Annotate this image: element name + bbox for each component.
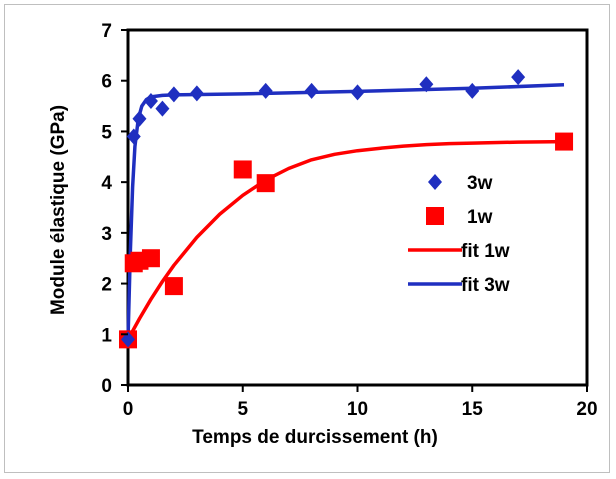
chart-frame [4, 4, 610, 473]
legend-marker-square [426, 207, 444, 225]
data-point-3w [419, 76, 434, 93]
y-tick-label: 5 [101, 122, 112, 143]
y-tick-label: 0 [101, 376, 112, 397]
y-tick-label: 3 [101, 224, 112, 245]
legend: 3w 1w fit 1w fit 3w [408, 173, 510, 296]
data-markers [119, 69, 574, 349]
y-tick-label: 2 [101, 275, 112, 296]
data-point-1w [141, 249, 160, 268]
y-tick-label: 4 [101, 173, 112, 194]
data-point-3w [166, 86, 181, 103]
x-tick-label: 5 [237, 399, 248, 420]
data-point-3w [304, 82, 319, 99]
data-point-1w [233, 160, 252, 179]
data-point-1w [164, 277, 183, 296]
series-line-fit-3w [126, 83, 565, 340]
x-axis-ticks: 0 5 10 15 20 [123, 385, 598, 420]
data-point-3w [511, 69, 526, 86]
legend-marker-diamond [428, 174, 442, 190]
legend-label: fit 1w [461, 241, 510, 262]
x-tick-label: 10 [347, 399, 368, 420]
data-point-3w [155, 100, 170, 117]
x-tick-label: 15 [462, 399, 484, 420]
data-point-1w [555, 132, 574, 151]
legend-label: 3w [467, 173, 493, 194]
fit-lines [126, 83, 565, 341]
x-tick-label: 20 [576, 399, 597, 420]
legend-label: 1w [467, 207, 493, 228]
data-point-3w [465, 82, 480, 99]
legend-label: fit 3w [461, 275, 510, 296]
data-point-3w [126, 128, 141, 145]
y-tick-label: 6 [101, 72, 112, 93]
data-point-3w [189, 85, 204, 102]
series-line-fit-1w [126, 139, 565, 341]
y-axis-title: Module élastique (GPa) [48, 105, 69, 315]
y-tick-label: 1 [101, 325, 112, 346]
data-point-3w [350, 84, 365, 101]
data-point-3w [132, 110, 147, 127]
data-point-1w [256, 174, 275, 193]
data-point-3w [143, 93, 158, 109]
data-point-3w [258, 82, 273, 99]
y-axis-ticks: 0 1 2 3 4 5 6 7 [101, 21, 128, 397]
data-point-3w [121, 331, 135, 348]
y-tick-label: 7 [101, 21, 112, 42]
x-axis-title: Temps de durcissement (h) [192, 427, 438, 448]
x-tick-label: 0 [123, 399, 134, 420]
